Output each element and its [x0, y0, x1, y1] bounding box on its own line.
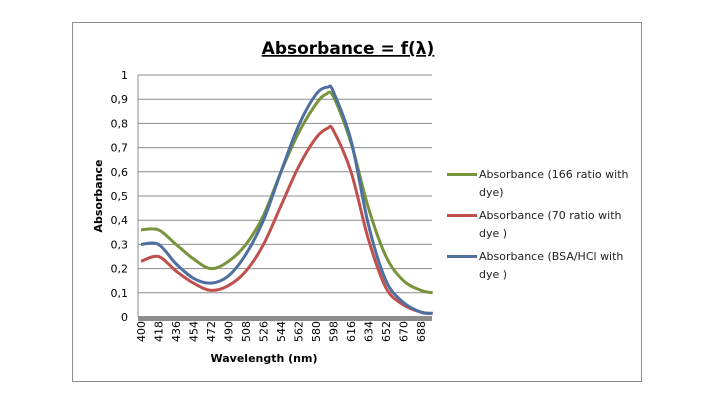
x-tick-label: 526: [258, 321, 271, 342]
x-tick-label: 562: [293, 321, 306, 342]
legend-swatch: [447, 255, 477, 258]
x-tick-label: 418: [153, 321, 166, 342]
legend-label: Absorbance (70 ratio with dye ): [479, 209, 622, 240]
y-tick-label: 0,8: [111, 117, 129, 130]
legend-item: Absorbance (BSA/HCl with dye ): [447, 248, 629, 284]
chart-title: Absorbance = f(λ): [262, 39, 435, 59]
legend-item: Absorbance (166 ratio with dye): [447, 166, 629, 202]
x-tick-label: 670: [398, 321, 411, 342]
y-tick-label: 0,5: [111, 190, 129, 203]
x-axis-label: Wavelength (nm): [211, 352, 318, 365]
legend-item: Absorbance (70 ratio with dye ): [447, 207, 629, 243]
x-tick-label: 544: [275, 321, 288, 342]
y-tick-label: 0,4: [111, 214, 129, 227]
x-tick-label: 454: [188, 321, 201, 342]
y-tick-label: 0,1: [111, 287, 129, 300]
chart-frame: [72, 22, 642, 382]
series-line-2: [140, 84, 433, 315]
x-tick-label: 472: [205, 321, 218, 342]
legend-swatch: [447, 214, 477, 217]
y-tick-label: 0,6: [111, 166, 129, 179]
y-tick-label: 0,2: [111, 263, 129, 276]
x-tick-label: 490: [223, 321, 236, 342]
x-tick-label: 616: [345, 321, 358, 342]
x-tick-label: 580: [310, 321, 323, 342]
x-tick-label: 598: [328, 321, 341, 342]
y-tick-label: 0,9: [111, 93, 129, 106]
x-axis: [138, 316, 432, 321]
y-tick-label: 0,3: [111, 238, 129, 251]
x-tick-label: 652: [380, 321, 393, 342]
y-tick-label: 1: [121, 69, 128, 82]
legend-label: Absorbance (166 ratio with dye): [479, 168, 629, 199]
x-tick-label: 400: [135, 321, 148, 342]
series-line-1: [140, 124, 433, 315]
y-tick-label: 0: [121, 311, 128, 324]
legend-swatch: [447, 173, 477, 176]
x-tick-label: 436: [170, 321, 183, 342]
legend-label: Absorbance (BSA/HCl with dye ): [479, 250, 624, 281]
x-tick-label: 688: [415, 321, 428, 342]
x-tick-label: 508: [240, 321, 253, 342]
series-line-0: [140, 90, 433, 295]
x-tick-label: 634: [363, 321, 376, 342]
y-axis-label: Absorbance: [92, 159, 105, 232]
y-tick-label: 0,7: [111, 142, 129, 155]
